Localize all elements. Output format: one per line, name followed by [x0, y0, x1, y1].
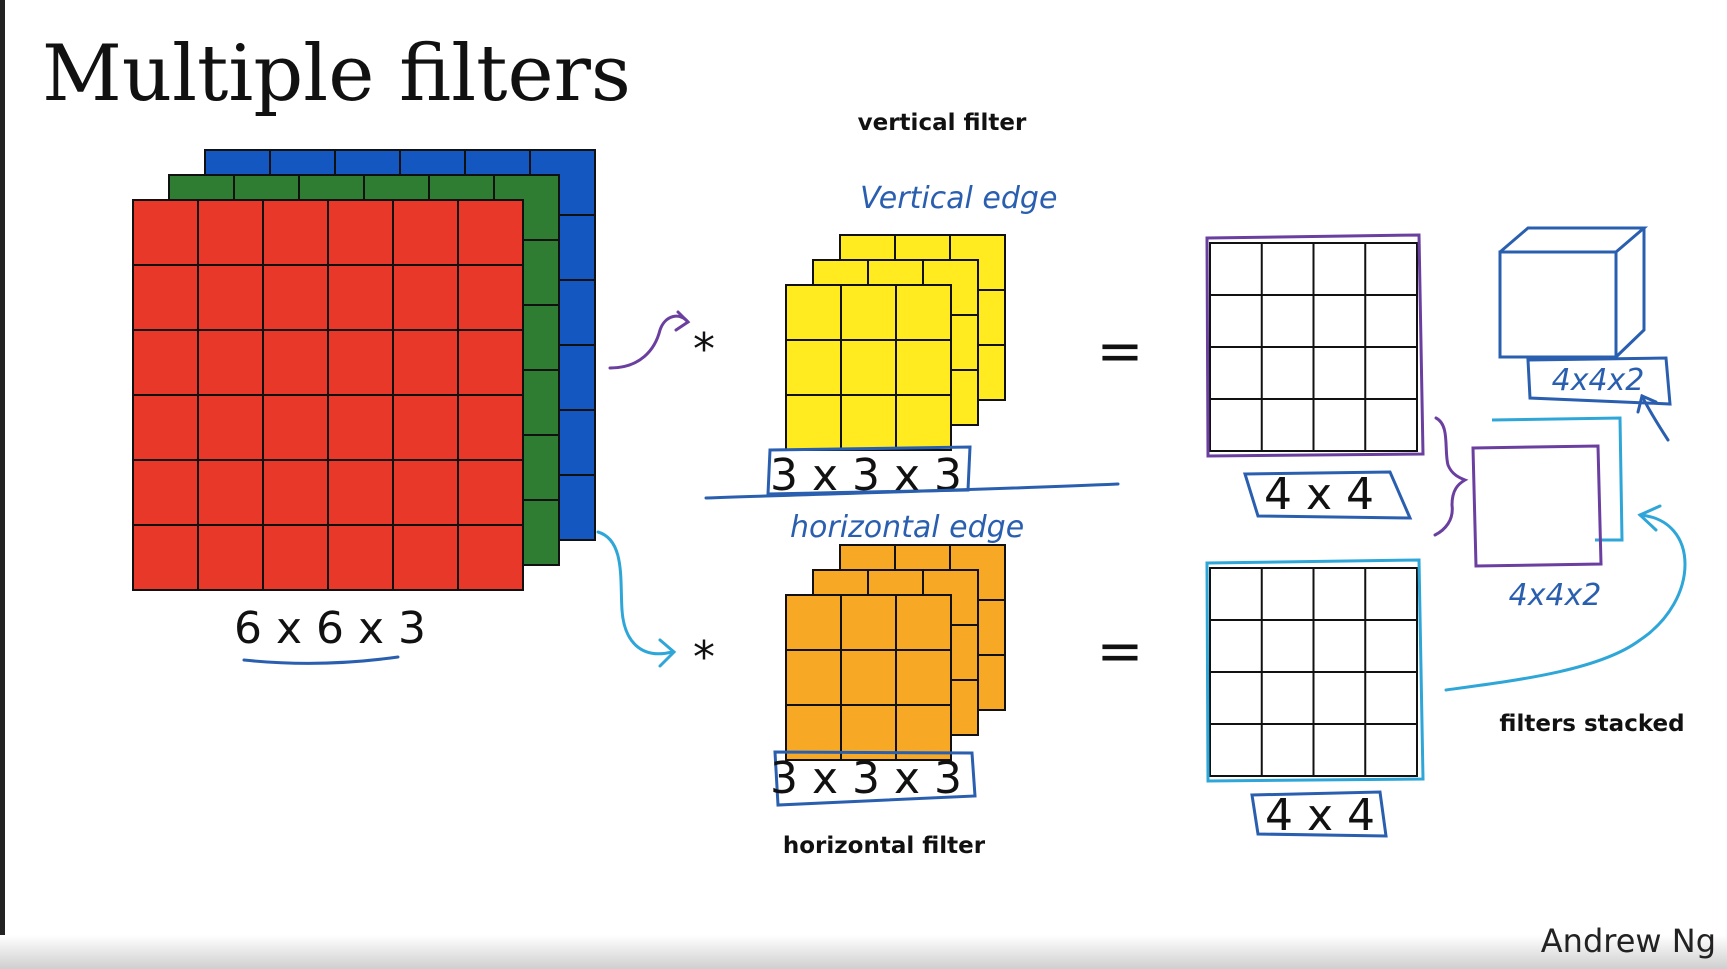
- output-1-outline: [1205, 558, 1425, 783]
- vertical-edge-handwritten: Vertical edge: [860, 181, 1057, 216]
- arrow-to-vertical-filter: [608, 314, 690, 370]
- frame-edge: [0, 0, 5, 969]
- equals-bottom: =: [1097, 619, 1144, 684]
- author-signature: Andrew Ng: [1541, 922, 1716, 960]
- stacked-front-layer: [1471, 444, 1603, 568]
- stacked-top-arrow-head: [1636, 393, 1658, 414]
- filter-1-layer-2: [785, 594, 952, 761]
- bracket-top-output: [1433, 416, 1469, 537]
- filters-stacked-caption: filters stacked: [1499, 711, 1684, 737]
- input-dimension-label: 6 x 6 x 3: [234, 603, 426, 654]
- input-label-underline: [242, 655, 400, 665]
- horizontal-filter-label-box: [773, 750, 977, 807]
- horizontal-filter-dimension-label: 3 x 3 x 3: [770, 753, 962, 804]
- stacked-back-layer: [1491, 416, 1624, 542]
- arrow-to-horizontal-filter: [596, 530, 674, 656]
- bottom-band: [0, 935, 1727, 969]
- arrow-bottom-output-to-stack: [1444, 513, 1687, 692]
- output-bottom-dimension-label: 4 x 4: [1265, 790, 1375, 841]
- output-0-outline: [1205, 233, 1425, 458]
- filter-0-layer-2: [785, 284, 952, 451]
- arrow-bottom-output-head: [1637, 504, 1662, 532]
- vertical-filter-volume: [785, 234, 1006, 451]
- vertical-filter-caption: vertical filter: [858, 110, 1027, 136]
- arrow-head-vertical: [674, 310, 691, 332]
- horizontal-edge-handwritten: horizontal edge: [790, 510, 1024, 545]
- convolve-operator-bottom: *: [693, 632, 715, 683]
- horizontal-filter-volume: [785, 544, 1006, 761]
- output-top-label-box: [1242, 470, 1413, 520]
- stacked-top-label-box: [1526, 356, 1672, 406]
- convolve-operator-top: *: [693, 324, 715, 375]
- separator-line: [704, 482, 1120, 500]
- output-bottom-label-box: [1250, 790, 1388, 838]
- stacked-mid-label: 4x4x2: [1509, 578, 1602, 613]
- stacked-top-label: 4x4x2: [1552, 363, 1645, 398]
- arrow-head-horizontal: [658, 638, 677, 668]
- stacked-top-arrow: [1640, 394, 1670, 442]
- horizontal-filter-caption: horizontal filter: [783, 833, 986, 859]
- equals-top: =: [1097, 319, 1144, 384]
- output-top-dimension-label: 4 x 4: [1264, 469, 1374, 520]
- output-grid-horizontal: [1205, 558, 1425, 783]
- stacked-cube-top: [1498, 226, 1649, 359]
- slide-title: Multiple filters: [42, 29, 631, 119]
- input-volume-6x6x3: [132, 149, 596, 591]
- output-grid-vertical: [1205, 233, 1425, 458]
